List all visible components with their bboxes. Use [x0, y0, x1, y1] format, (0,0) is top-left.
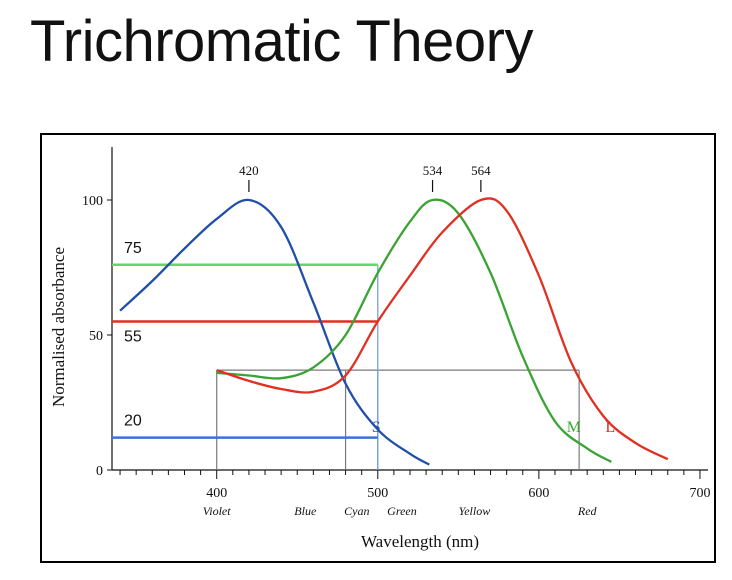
y-tick-label: 100 — [82, 194, 103, 209]
reference-label-75: 75 — [124, 240, 142, 257]
series-line-S — [119, 198, 430, 466]
x-tick-label: 600 — [528, 486, 549, 501]
peak-label: 534 — [423, 163, 443, 178]
y-tick-label: 50 — [89, 329, 103, 344]
series-lines — [119, 197, 669, 466]
reference-lines — [112, 263, 580, 470]
series-line-M — [216, 198, 612, 463]
series-label-L: L — [605, 419, 615, 436]
series-label-S: S — [372, 419, 381, 436]
color-band-label: Yellow — [459, 504, 491, 518]
color-band-label: Blue — [294, 504, 317, 518]
x-tick-label: 500 — [367, 486, 388, 501]
x-axis-label: Wavelength (nm) — [361, 532, 479, 551]
x-tick-label: 400 — [206, 486, 227, 501]
y-axis-label: Normalised absorbance — [49, 247, 68, 407]
axes: 0 50 100 400 500 600 700 — [82, 147, 710, 501]
slide-title: Trichromatic Theory — [30, 9, 533, 74]
color-band-label: Cyan — [344, 504, 369, 518]
chart-frame: 0 50 100 400 500 600 700 Violet Blue Cyan Green Ye… — [40, 133, 716, 563]
series-line-L — [216, 197, 669, 461]
y-tick-label: 0 — [96, 464, 103, 479]
peak-label: 420 — [239, 163, 259, 178]
peak-label: 564 — [471, 163, 491, 178]
chart-labels: Violet Blue Cyan Green Yellow Red 75 55 20 S M L 420… — [124, 163, 615, 518]
color-band-label: Violet — [203, 504, 231, 518]
color-band-label: Red — [577, 504, 598, 518]
color-band-label: Green — [387, 504, 417, 518]
reference-label-20: 20 — [124, 413, 142, 430]
x-tick-label: 700 — [689, 486, 710, 501]
series-label-M: M — [567, 419, 581, 436]
reference-label-55: 55 — [124, 329, 142, 346]
absorbance-chart: 0 50 100 400 500 600 700 Violet Blue Cyan Green Ye… — [49, 147, 710, 551]
